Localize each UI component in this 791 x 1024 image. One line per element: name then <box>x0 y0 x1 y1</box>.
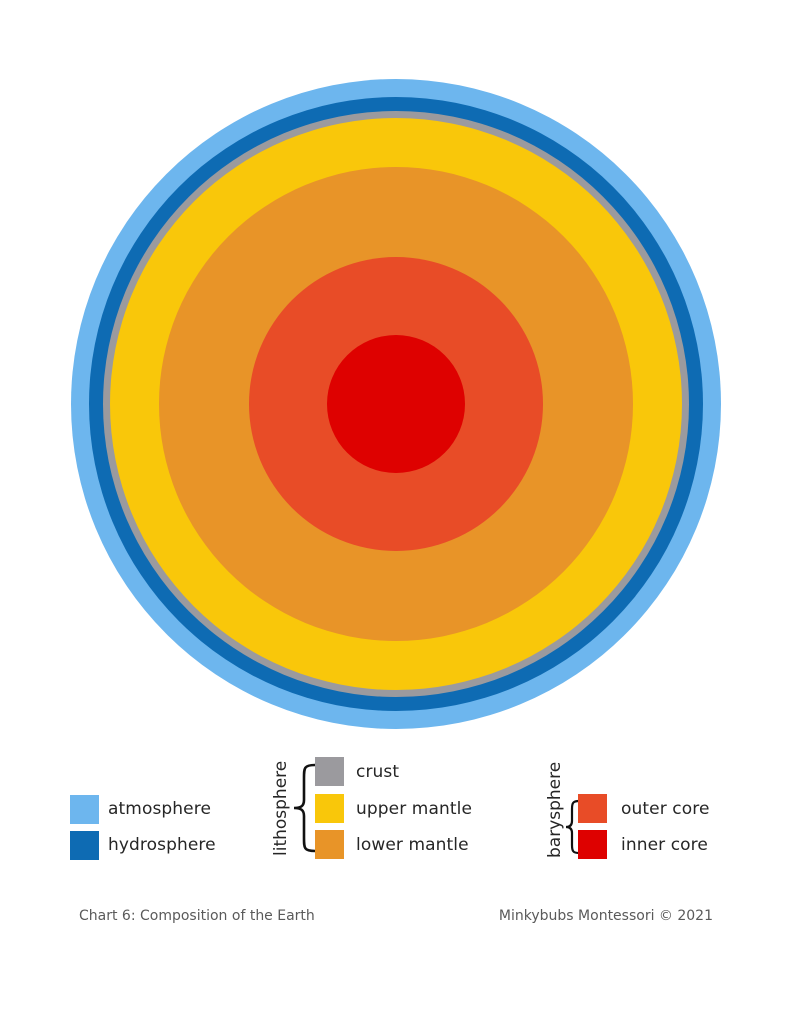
barysphere-group-label: barysphere <box>545 761 565 858</box>
brace-icon <box>565 799 580 855</box>
legend-swatch-upper-mantle <box>315 794 344 823</box>
legend-label-crust: crust <box>356 762 400 782</box>
legend-swatch-lower-mantle <box>315 830 344 859</box>
legend-label-atmosphere: atmosphere <box>108 799 211 819</box>
layer-inner-core <box>327 335 465 473</box>
copyright-credit: Minkybubs Montessori © 2021 <box>498 908 713 924</box>
legend-label-hydrosphere: hydrosphere <box>108 835 216 855</box>
brace-icon <box>293 763 316 853</box>
legend-swatch-crust <box>315 757 344 786</box>
legend-label-outer-core: outer core <box>621 799 710 819</box>
legend-swatch-outer-core <box>578 794 607 823</box>
legend-swatch-atmosphere <box>70 795 99 824</box>
legend-label-lower-mantle: lower mantle <box>356 835 469 855</box>
legend-label-upper-mantle: upper mantle <box>356 799 473 819</box>
legend-label-inner-core: inner core <box>621 835 708 855</box>
chart-caption: Chart 6: Composition of the Earth <box>79 908 315 924</box>
lithosphere-group-label: lithosphere <box>271 760 291 856</box>
legend-swatch-hydrosphere <box>70 831 99 860</box>
legend-swatch-inner-core <box>578 830 607 859</box>
